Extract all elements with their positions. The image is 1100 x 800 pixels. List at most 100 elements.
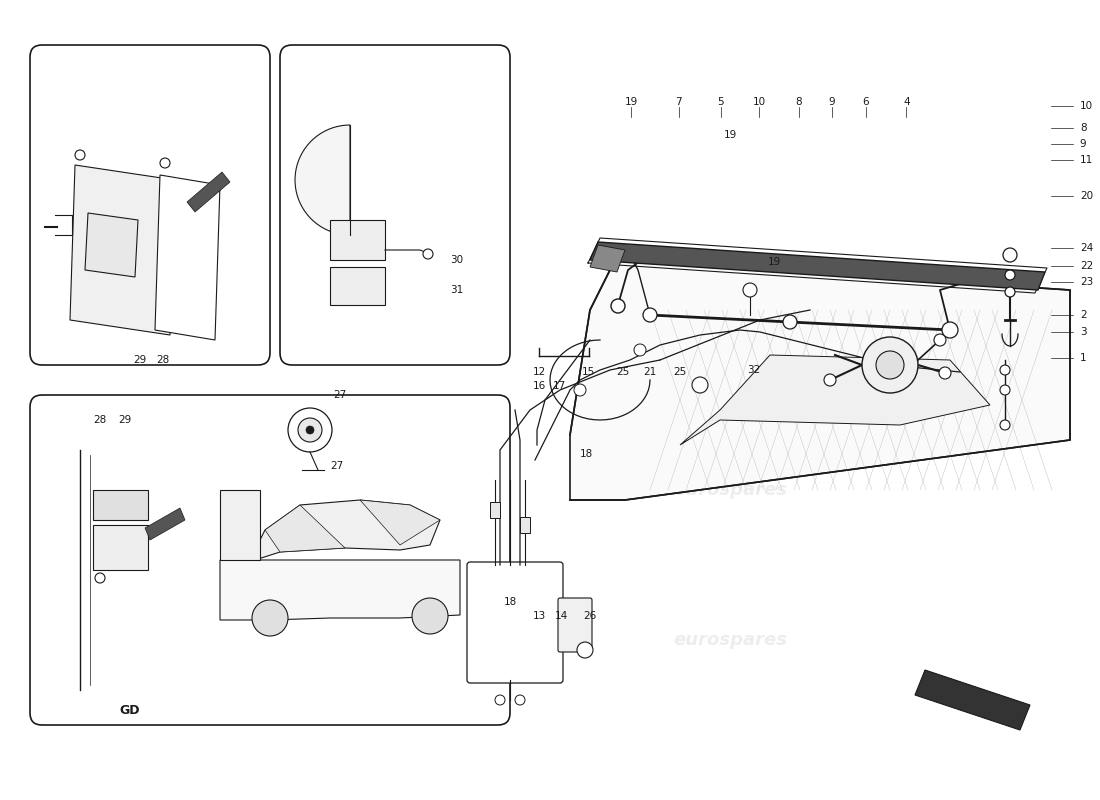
Circle shape xyxy=(939,367,952,379)
Circle shape xyxy=(160,158,170,168)
Text: 31: 31 xyxy=(450,285,463,295)
Text: 21: 21 xyxy=(644,367,657,377)
FancyBboxPatch shape xyxy=(330,267,385,305)
Circle shape xyxy=(1000,420,1010,430)
Text: 7: 7 xyxy=(675,98,682,107)
Polygon shape xyxy=(155,175,220,340)
Polygon shape xyxy=(145,508,185,540)
Text: 25: 25 xyxy=(673,367,686,377)
Text: 26: 26 xyxy=(583,611,596,621)
Circle shape xyxy=(424,249,433,259)
Polygon shape xyxy=(70,165,175,335)
Circle shape xyxy=(876,351,904,379)
Polygon shape xyxy=(220,490,260,560)
Circle shape xyxy=(942,322,958,338)
Polygon shape xyxy=(680,355,990,445)
FancyBboxPatch shape xyxy=(94,490,148,520)
Text: 10: 10 xyxy=(752,98,766,107)
Text: 16: 16 xyxy=(532,381,546,390)
Text: 9: 9 xyxy=(828,98,835,107)
Text: 9: 9 xyxy=(1080,139,1087,149)
FancyBboxPatch shape xyxy=(280,45,510,365)
Text: 2: 2 xyxy=(1080,310,1087,320)
Text: 8: 8 xyxy=(1080,123,1087,133)
Text: 19: 19 xyxy=(724,130,737,140)
Text: 8: 8 xyxy=(795,98,802,107)
FancyBboxPatch shape xyxy=(468,562,563,683)
Text: 30: 30 xyxy=(450,255,463,265)
Text: eurospares: eurospares xyxy=(673,481,786,499)
Text: 18: 18 xyxy=(580,449,593,458)
Text: 20: 20 xyxy=(1080,191,1093,201)
Text: eurospares: eurospares xyxy=(673,631,786,649)
FancyBboxPatch shape xyxy=(520,517,530,533)
Polygon shape xyxy=(915,670,1030,730)
Text: 15: 15 xyxy=(582,367,595,377)
Text: 25: 25 xyxy=(616,367,629,377)
Circle shape xyxy=(495,695,505,705)
Text: 17: 17 xyxy=(553,381,566,390)
Circle shape xyxy=(95,573,104,583)
Circle shape xyxy=(578,642,593,658)
Circle shape xyxy=(634,344,646,356)
Text: 14: 14 xyxy=(554,611,568,621)
Circle shape xyxy=(252,600,288,636)
Circle shape xyxy=(934,334,946,346)
Polygon shape xyxy=(590,245,625,272)
Text: 5: 5 xyxy=(717,98,724,107)
Circle shape xyxy=(644,308,657,322)
Polygon shape xyxy=(187,172,230,212)
Circle shape xyxy=(298,418,322,442)
Text: 13: 13 xyxy=(532,611,546,621)
Circle shape xyxy=(742,283,757,297)
Text: 29: 29 xyxy=(118,415,131,425)
Text: 12: 12 xyxy=(532,367,546,377)
Text: 23: 23 xyxy=(1080,277,1093,286)
Text: 4: 4 xyxy=(903,98,910,107)
Circle shape xyxy=(862,337,918,393)
Circle shape xyxy=(306,426,313,434)
Polygon shape xyxy=(220,560,460,620)
FancyBboxPatch shape xyxy=(94,525,148,570)
FancyBboxPatch shape xyxy=(490,502,500,518)
Text: 10: 10 xyxy=(1080,101,1093,110)
Circle shape xyxy=(1000,365,1010,375)
Text: 11: 11 xyxy=(1080,155,1093,165)
Circle shape xyxy=(288,408,332,452)
Circle shape xyxy=(515,695,525,705)
Circle shape xyxy=(1005,287,1015,297)
Text: 32: 32 xyxy=(747,365,760,374)
Circle shape xyxy=(412,598,448,634)
Text: 27: 27 xyxy=(330,461,343,470)
Text: 22: 22 xyxy=(1080,261,1093,270)
FancyBboxPatch shape xyxy=(558,598,592,652)
Circle shape xyxy=(1000,385,1010,395)
FancyBboxPatch shape xyxy=(30,395,510,725)
Circle shape xyxy=(783,315,798,329)
Circle shape xyxy=(1003,248,1018,262)
Text: 19: 19 xyxy=(625,98,638,107)
Text: GD: GD xyxy=(120,703,141,717)
Polygon shape xyxy=(250,500,440,560)
Circle shape xyxy=(75,150,85,160)
Text: 19: 19 xyxy=(768,257,781,266)
Text: 29: 29 xyxy=(133,355,146,365)
Polygon shape xyxy=(85,213,138,277)
Text: 1: 1 xyxy=(1080,353,1087,362)
Circle shape xyxy=(1005,270,1015,280)
Circle shape xyxy=(610,299,625,313)
Text: eurospares: eurospares xyxy=(223,401,337,419)
Polygon shape xyxy=(360,500,440,545)
Text: 28: 28 xyxy=(94,415,107,425)
Text: 27: 27 xyxy=(333,390,346,400)
Polygon shape xyxy=(570,260,1070,500)
Circle shape xyxy=(574,384,586,396)
Text: 24: 24 xyxy=(1080,243,1093,253)
Text: 28: 28 xyxy=(156,355,169,365)
Text: 3: 3 xyxy=(1080,327,1087,337)
Polygon shape xyxy=(590,242,1045,290)
Polygon shape xyxy=(265,505,345,552)
Polygon shape xyxy=(295,125,350,235)
FancyBboxPatch shape xyxy=(330,220,385,260)
Circle shape xyxy=(692,377,708,393)
